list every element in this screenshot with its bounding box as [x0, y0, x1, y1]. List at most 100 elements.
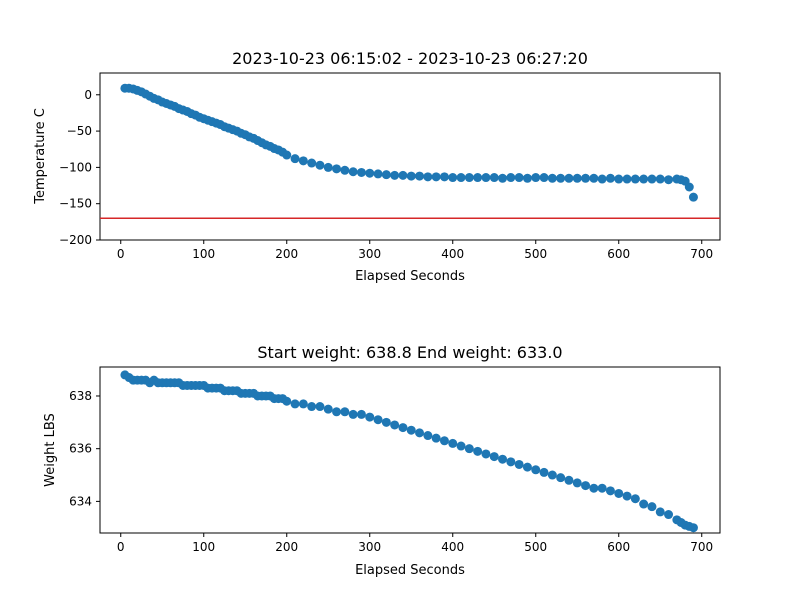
weight-x-tick-label: 200 — [275, 540, 298, 554]
weight-data-point — [315, 402, 325, 412]
temperature-plot-frame — [99, 72, 721, 241]
temperature-data-point — [684, 182, 694, 192]
temperature-data-point — [290, 154, 300, 164]
temperature-data-point — [655, 174, 665, 184]
temperature-data-point — [415, 171, 425, 181]
weight-data-point — [581, 481, 591, 491]
weight-data-point — [290, 399, 300, 409]
weight-data-point — [605, 486, 615, 496]
temperature-data-point — [531, 173, 541, 183]
temperature-data-point — [373, 169, 383, 179]
weight-data-point — [655, 507, 665, 517]
weight-data-point — [688, 523, 698, 533]
weight-data-point — [473, 446, 483, 456]
weight-data-point — [630, 494, 640, 504]
weight-data-point — [539, 467, 549, 477]
weight-data-point — [531, 465, 541, 475]
temperature-x-tick-label: 500 — [524, 247, 547, 261]
temperature-data-point — [622, 174, 632, 184]
temperature-data-point — [688, 192, 698, 202]
weight-data-point — [423, 431, 433, 441]
weight-data-point — [340, 407, 350, 417]
weight-data-point — [572, 478, 582, 488]
temperature-data-point — [506, 173, 516, 183]
weight-x-tick-label: 0 — [117, 540, 125, 554]
weight-data-point — [348, 409, 358, 419]
temperature-data-point — [630, 174, 640, 184]
weight-data-point — [332, 407, 342, 417]
temperature-data-point — [481, 173, 491, 183]
weight-y-axis-label: Weight LBS — [43, 413, 58, 487]
temperature-data-point — [439, 172, 449, 182]
temperature-data-point — [572, 173, 582, 183]
temperature-data-point — [406, 171, 416, 181]
weight-data-point — [415, 428, 425, 438]
weight-data-point — [390, 420, 400, 430]
temperature-x-tick-label: 400 — [441, 247, 464, 261]
temperature-data-point — [514, 173, 524, 183]
temperature-panel: 2023-10-23 06:15:02 - 2023-10-23 06:27:2… — [33, 49, 721, 284]
weight-y-tick-label: 638 — [69, 389, 92, 403]
weight-data-point — [464, 444, 474, 454]
weight-chart-title: Start weight: 638.8 End weight: 633.0 — [257, 343, 562, 362]
weight-x-tick-label: 600 — [607, 540, 630, 554]
temperature-data-point — [647, 174, 657, 184]
temperature-y-tick-label: −50 — [67, 124, 92, 138]
temperature-data-point — [307, 158, 317, 168]
weight-x-tick-label: 700 — [690, 540, 713, 554]
weight-data-point — [406, 425, 416, 435]
temperature-data-point — [315, 160, 325, 170]
temperature-data-point — [365, 168, 375, 178]
temperature-data-point — [589, 173, 599, 183]
temperature-x-axis-label: Elapsed Seconds — [355, 269, 465, 284]
weight-data-point — [356, 409, 366, 419]
temperature-data-point — [448, 173, 458, 183]
temperature-data-point — [348, 167, 358, 177]
temperature-x-tick-label: 200 — [275, 247, 298, 261]
weight-data-point — [365, 412, 375, 422]
temperature-y-tick-label: −100 — [59, 160, 92, 174]
temperature-x-tick-label: 300 — [358, 247, 381, 261]
temperature-data-point — [456, 173, 466, 183]
temperature-y-tick-label: 0 — [84, 88, 92, 102]
temperature-data-point — [556, 173, 566, 183]
weight-data-point — [489, 452, 499, 462]
weight-data-point — [597, 483, 607, 493]
temperature-data-point — [332, 164, 342, 174]
weight-data-point — [481, 449, 491, 459]
temperature-data-point — [664, 175, 674, 185]
weight-data-point — [547, 470, 557, 480]
weight-data-point — [564, 475, 574, 485]
weight-data-point — [298, 399, 308, 409]
temperature-x-tick-label: 600 — [607, 247, 630, 261]
weight-x-tick-label: 300 — [358, 540, 381, 554]
weight-data-point — [614, 488, 624, 498]
weight-data-point — [506, 457, 516, 467]
weight-data-point — [639, 499, 649, 509]
temperature-data-point — [464, 173, 474, 183]
temperature-data-point — [340, 165, 350, 175]
temperature-y-tick-label: −200 — [59, 233, 92, 247]
temperature-data-point — [282, 150, 292, 160]
temperature-data-point — [639, 174, 649, 184]
weight-data-point — [498, 454, 508, 464]
weight-data-point — [398, 423, 408, 433]
temperature-data-point — [323, 162, 333, 172]
weight-data-point — [589, 483, 599, 493]
weight-data-point — [431, 433, 441, 443]
weight-data-point — [522, 462, 532, 472]
temperature-data-point — [581, 173, 591, 183]
temperature-data-point — [614, 174, 624, 184]
weight-data-point — [323, 404, 333, 414]
temperature-data-point — [298, 156, 308, 166]
weight-data-point — [514, 459, 524, 469]
temperature-data-point — [489, 173, 499, 183]
weight-panel: Start weight: 638.8 End weight: 633.0 El… — [43, 343, 721, 578]
weight-data-point — [439, 436, 449, 446]
temperature-data-point — [564, 173, 574, 183]
weight-data-point — [664, 510, 674, 520]
weight-data-point — [647, 502, 657, 512]
temperature-data-point — [522, 173, 532, 183]
weight-plot-frame — [99, 366, 721, 534]
weight-x-axis-label: Elapsed Seconds — [355, 563, 465, 578]
